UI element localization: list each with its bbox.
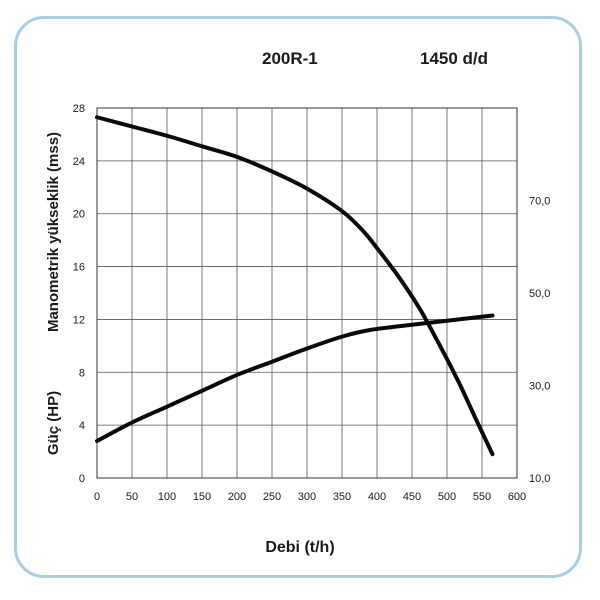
speed-label: 1450 d/d bbox=[420, 49, 488, 68]
y-axis-label-power: Güç (HP) bbox=[45, 391, 62, 455]
y-tick-label: 20 bbox=[73, 209, 85, 221]
chart-frame bbox=[14, 16, 582, 578]
x-tick-labels: 0 50 100 150 200 250 300 350 400 450 500 550 600 bbox=[94, 491, 526, 503]
curves bbox=[95, 115, 495, 457]
y-tick-label: 0 bbox=[79, 473, 85, 485]
y-tick-label: 8 bbox=[79, 367, 85, 379]
x-tick-label: 250 bbox=[263, 491, 281, 503]
grid bbox=[96, 107, 518, 479]
y2-tick-label: 30,0 bbox=[529, 381, 550, 393]
x-tick-label: 50 bbox=[126, 491, 138, 503]
x-tick-label: 200 bbox=[228, 491, 246, 503]
x-tick-label: 550 bbox=[473, 491, 491, 503]
x-axis-label: Debi (t/h) bbox=[265, 539, 334, 556]
x-tick-label: 300 bbox=[298, 491, 316, 503]
power-curve bbox=[95, 313, 495, 443]
x-tick-label: 350 bbox=[333, 491, 351, 503]
y2-tick-labels: 10,0 30,0 50,0 70,0 bbox=[529, 196, 550, 486]
x-tick-label: 100 bbox=[158, 491, 176, 503]
y-tick-label: 28 bbox=[73, 103, 85, 115]
x-tick-label: 0 bbox=[94, 491, 100, 503]
head-curve bbox=[95, 115, 495, 457]
chart-title: 200R-1 bbox=[262, 49, 318, 68]
y-tick-label: 24 bbox=[73, 156, 85, 168]
y-tick-label: 16 bbox=[73, 262, 85, 274]
y-tick-labels: 0 4 8 12 16 20 24 28 bbox=[73, 103, 85, 485]
x-tick-label: 150 bbox=[193, 491, 211, 503]
x-tick-label: 450 bbox=[403, 491, 421, 503]
y2-tick-label: 10,0 bbox=[529, 473, 550, 485]
y-tick-label: 4 bbox=[79, 420, 85, 432]
y-tick-label: 12 bbox=[73, 314, 85, 326]
x-tick-label: 500 bbox=[438, 491, 456, 503]
y2-tick-label: 50,0 bbox=[529, 288, 550, 300]
plot-border bbox=[96, 107, 518, 479]
y-axis-label-head: Manometrik yükseklik (mss) bbox=[45, 132, 62, 332]
y2-tick-label: 70,0 bbox=[529, 196, 550, 208]
x-tick-label: 400 bbox=[368, 491, 386, 503]
x-tick-label: 600 bbox=[508, 491, 526, 503]
